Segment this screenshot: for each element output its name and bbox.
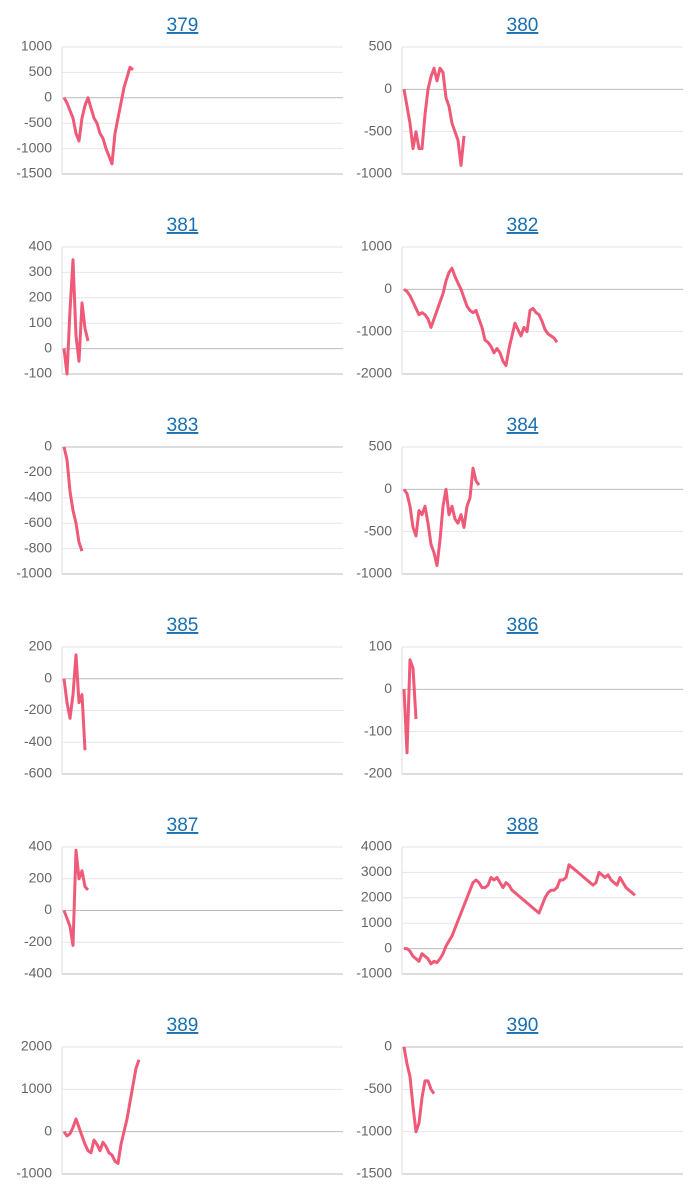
y-tick-label: 500 — [369, 438, 393, 454]
y-tick-label: -1000 — [356, 565, 392, 581]
y-tick-label: -500 — [364, 122, 392, 138]
data-line — [402, 658, 418, 755]
y-tick-label: 0 — [384, 280, 392, 296]
y-tick-label: 0 — [44, 438, 52, 454]
data-line — [62, 65, 134, 166]
y-tick-label: -2000 — [356, 365, 392, 381]
data-line — [402, 66, 466, 167]
y-tick-label: -1000 — [356, 1122, 392, 1138]
y-tick-label: 200 — [29, 289, 53, 305]
y-tick-label: 1000 — [361, 914, 392, 930]
y-tick-label: -1500 — [16, 165, 52, 181]
y-tick-label: 400 — [29, 238, 53, 254]
y-tick-label: 0 — [44, 1122, 52, 1138]
y-tick-label: 500 — [29, 63, 53, 79]
y-tick-label: -500 — [364, 1080, 392, 1096]
chart-title[interactable]: 387 — [167, 815, 199, 836]
data-line — [402, 466, 481, 567]
y-tick-label: 0 — [384, 680, 392, 696]
y-tick-label: -1000 — [16, 1165, 52, 1181]
data-line — [62, 1059, 141, 1165]
y-tick-label: 4000 — [361, 838, 392, 854]
y-tick-label: -200 — [24, 933, 52, 949]
y-tick-label: -500 — [364, 522, 392, 538]
y-tick-label: 100 — [369, 638, 393, 654]
y-tick-label: 0 — [44, 901, 52, 917]
y-tick-label: -400 — [24, 733, 52, 749]
data-line — [62, 258, 90, 376]
y-tick-label: -200 — [24, 701, 52, 717]
y-tick-label: -1500 — [356, 1165, 392, 1181]
y-tick-label: 500 — [369, 38, 393, 54]
y-tick-label: -600 — [24, 765, 52, 781]
y-tick-label: 1000 — [21, 38, 52, 54]
y-tick-label: -1000 — [16, 139, 52, 155]
y-tick-label: 400 — [29, 838, 53, 854]
chart-title[interactable]: 390 — [507, 1015, 539, 1036]
y-tick-label: -600 — [24, 514, 52, 530]
y-tick-label: -1000 — [356, 965, 392, 981]
y-tick-label: 0 — [44, 89, 52, 105]
y-tick-label: -200 — [24, 463, 52, 479]
y-tick-label: 2000 — [21, 1038, 52, 1054]
chart-title[interactable]: 386 — [507, 615, 539, 636]
y-tick-label: 0 — [44, 669, 52, 685]
chart-title[interactable]: 389 — [167, 1015, 199, 1036]
y-tick-label: -1000 — [356, 322, 392, 338]
data-line — [404, 863, 636, 966]
data-line — [62, 848, 90, 947]
chart-title[interactable]: 379 — [167, 15, 199, 36]
data-line — [62, 446, 84, 552]
y-tick-label: 1000 — [361, 238, 392, 254]
data-line — [403, 266, 559, 367]
y-tick-label: 0 — [384, 1038, 392, 1054]
data-line — [402, 1046, 436, 1134]
chart-title[interactable]: 380 — [507, 15, 539, 36]
chart-title[interactable]: 383 — [167, 415, 199, 436]
y-tick-label: 3000 — [361, 863, 392, 879]
chart-title[interactable]: 385 — [167, 615, 199, 636]
y-tick-label: -400 — [24, 965, 52, 981]
y-tick-label: -800 — [24, 539, 52, 555]
chart-title[interactable]: 382 — [507, 215, 539, 236]
data-line — [62, 653, 87, 751]
y-tick-label: 300 — [29, 263, 53, 279]
y-tick-label: -500 — [24, 114, 52, 130]
y-tick-label: -200 — [364, 765, 392, 781]
chart-title[interactable]: 381 — [167, 215, 199, 236]
y-tick-label: -100 — [24, 365, 52, 381]
y-tick-label: -400 — [24, 489, 52, 505]
y-tick-label: -100 — [364, 722, 392, 738]
y-tick-label: 100 — [29, 314, 53, 330]
chart-title[interactable]: 384 — [507, 415, 539, 436]
y-tick-label: 2000 — [361, 889, 392, 905]
chart-title[interactable]: 388 — [507, 815, 539, 836]
y-tick-label: 200 — [29, 638, 53, 654]
y-tick-label: -1000 — [16, 565, 52, 581]
y-tick-label: 0 — [384, 939, 392, 955]
y-tick-label: 0 — [384, 480, 392, 496]
y-tick-label: 200 — [29, 869, 53, 885]
y-tick-label: 0 — [384, 80, 392, 96]
y-tick-label: -1000 — [356, 165, 392, 181]
y-tick-label: 0 — [44, 339, 52, 355]
y-tick-label: 1000 — [21, 1080, 52, 1096]
